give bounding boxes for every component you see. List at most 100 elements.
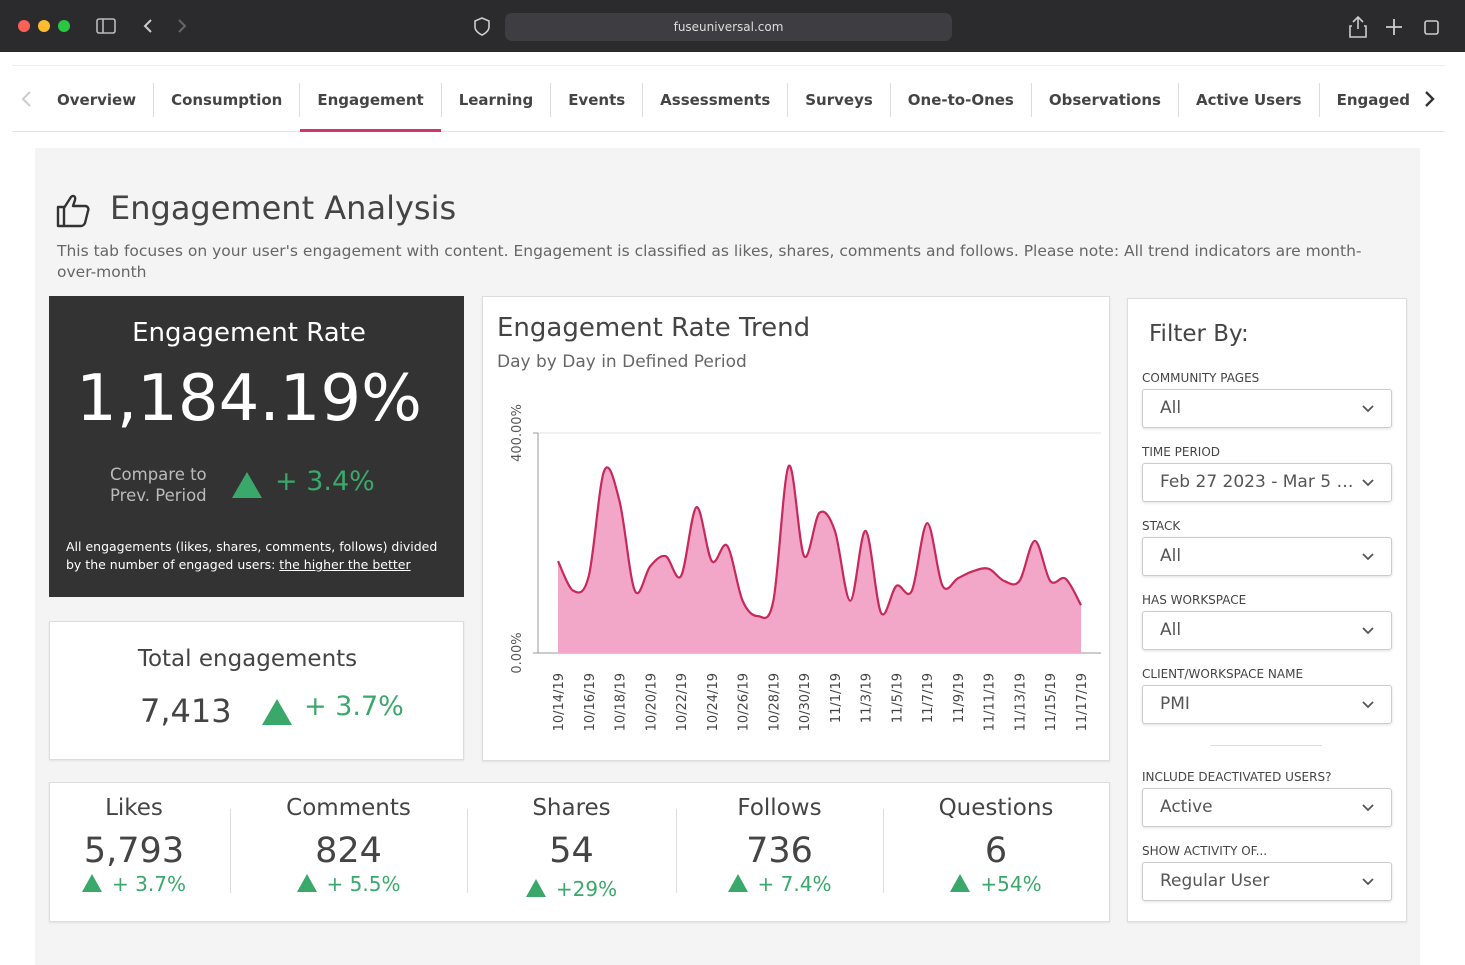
tabs-left-arrow[interactable] bbox=[20, 90, 34, 108]
tab[interactable]: Engaged Users Overview bbox=[1320, 83, 1416, 117]
change-text: +29% bbox=[555, 877, 618, 901]
filter-select[interactable]: Active bbox=[1142, 788, 1392, 827]
x-tick-label: 11/17/19 bbox=[1075, 673, 1090, 731]
separator bbox=[467, 809, 468, 893]
share-button[interactable] bbox=[1349, 15, 1367, 38]
trend-up bbox=[296, 874, 317, 892]
total-change: + 3.7% bbox=[304, 691, 404, 722]
zoom-button[interactable] bbox=[58, 20, 70, 32]
x-tick-label: 11/7/19 bbox=[921, 673, 936, 723]
tabs-button[interactable] bbox=[1424, 20, 1439, 35]
filter-label: INCLUDE DEACTIVATED USERS? bbox=[1142, 770, 1332, 784]
x-tick-label: 10/14/19 bbox=[552, 673, 567, 731]
tab[interactable]: Overview bbox=[40, 83, 155, 117]
close-button[interactable] bbox=[18, 20, 30, 32]
y-tick-label: 400.00% bbox=[510, 404, 525, 462]
separator bbox=[883, 809, 884, 893]
separator bbox=[230, 809, 231, 893]
change-text: +54% bbox=[980, 872, 1042, 896]
chevron-path bbox=[1362, 553, 1374, 561]
tab[interactable]: Assessments bbox=[643, 83, 789, 117]
window-icons bbox=[1349, 15, 1439, 38]
x-tick-label: 10/16/19 bbox=[583, 673, 598, 731]
x-tick-label: 10/24/19 bbox=[706, 673, 721, 731]
metrics-card: Likes 5,793 + 3.7% Comments 824 + 5.5% Shares 5… bbox=[49, 782, 1110, 922]
metric: Likes 5,793 + 3.7% bbox=[50, 783, 218, 923]
address-bar[interactable]: fuseuniversal.com bbox=[505, 13, 952, 41]
metric-value: 5,793 bbox=[83, 831, 185, 871]
chevron-path bbox=[1362, 701, 1374, 709]
nav-icons bbox=[96, 18, 187, 34]
y-tick-label: 0.00% bbox=[510, 632, 525, 673]
filter-select[interactable]: PMI bbox=[1142, 685, 1392, 724]
compare-line: Compare to bbox=[110, 465, 207, 484]
change-text: + 3.7% bbox=[112, 872, 186, 896]
filter-select[interactable]: Feb 27 2023 - Mar 5 … bbox=[1142, 463, 1392, 502]
filter-select[interactable]: All bbox=[1142, 537, 1392, 576]
new-tab-button[interactable] bbox=[1386, 19, 1402, 35]
chart-subtitle: Day by Day in Defined Period bbox=[497, 352, 747, 372]
chevron bbox=[1362, 553, 1374, 561]
forward-button[interactable] bbox=[178, 19, 187, 33]
chevron bbox=[1362, 479, 1374, 487]
browser-toolbar: fuseuniversal.com bbox=[0, 0, 1465, 52]
chart: 0.00% 400.00% 10/14/19 10/16/19 10/18/19 10/2… bbox=[510, 404, 1101, 731]
x-tick-label: 11/1/19 bbox=[829, 673, 844, 723]
trend-up bbox=[232, 472, 262, 498]
area-line bbox=[557, 464, 1082, 619]
trend-up bbox=[82, 874, 103, 892]
chevron-path bbox=[1362, 479, 1374, 487]
metric-change: + 5.5% bbox=[230, 872, 467, 896]
filter-label: CLIENT/WORKSPACE NAME bbox=[1142, 667, 1304, 681]
x-tick-label: 10/30/19 bbox=[798, 673, 813, 731]
tab[interactable]: Consumption bbox=[154, 83, 301, 117]
minimize-button[interactable] bbox=[38, 20, 50, 32]
filter-label: COMMUNITY PAGES bbox=[1142, 371, 1260, 385]
tab-bar: Overview Consumption Engagement Learning Eve… bbox=[12, 65, 1445, 132]
tab-list: Overview Consumption Engagement Learning Eve… bbox=[40, 66, 1416, 132]
filter-label: TIME PERIOD bbox=[1142, 445, 1220, 459]
metric: Shares 54 +29% bbox=[467, 783, 676, 923]
filter-select[interactable]: All bbox=[1142, 611, 1392, 650]
filter-select[interactable]: Regular User bbox=[1142, 862, 1392, 901]
tab[interactable]: Observations bbox=[1032, 83, 1179, 117]
note-link[interactable]: the higher the better bbox=[279, 557, 411, 572]
page-title: Engagement Analysis bbox=[110, 189, 457, 227]
rate-note: All engagements (likes, shares, comments… bbox=[66, 538, 446, 574]
filter-value: All bbox=[1160, 620, 1182, 640]
filter-divider bbox=[1210, 745, 1322, 746]
x-tick-label: 11/9/19 bbox=[952, 673, 967, 723]
total-card: Total engagements 7,413 + 3.7% bbox=[49, 621, 464, 760]
tab[interactable]: One-to-Ones bbox=[891, 83, 1032, 117]
tabs-right-arrow[interactable] bbox=[1422, 90, 1436, 108]
filter-value: PMI bbox=[1160, 694, 1190, 714]
back-button[interactable] bbox=[143, 19, 152, 33]
filter-value: Regular User bbox=[1160, 871, 1270, 891]
metric-label: Follows bbox=[737, 795, 822, 821]
x-tick-label: 10/18/19 bbox=[614, 673, 629, 731]
url-text: fuseuniversal.com bbox=[673, 20, 784, 34]
filter-value: All bbox=[1160, 398, 1182, 418]
tab[interactable]: Active Users bbox=[1179, 83, 1320, 117]
compare-line: Prev. Period bbox=[110, 486, 207, 505]
metric-value: 54 bbox=[549, 831, 594, 871]
change-text: + 7.4% bbox=[757, 872, 832, 896]
filter-value: Feb 27 2023 - Mar 5 … bbox=[1160, 472, 1354, 492]
chevron bbox=[1362, 405, 1374, 413]
metric-label: Questions bbox=[938, 795, 1054, 821]
tab[interactable]: Surveys bbox=[788, 83, 891, 117]
chevron-path bbox=[1362, 627, 1374, 635]
metric-value: 736 bbox=[746, 831, 813, 871]
note-text: All engagements (likes, shares, comments… bbox=[66, 539, 438, 572]
tab[interactable]: Learning bbox=[442, 83, 552, 117]
change-text: + 5.5% bbox=[326, 872, 401, 896]
tab[interactable]: Events bbox=[551, 83, 644, 117]
metric-label: Comments bbox=[286, 795, 411, 821]
filter-select[interactable]: All bbox=[1142, 389, 1392, 428]
area bbox=[558, 465, 1081, 653]
sidebar-icon[interactable] bbox=[96, 18, 116, 34]
tab[interactable]: Engagement bbox=[300, 83, 442, 132]
total-title: Total engagements bbox=[137, 646, 358, 672]
x-tick-label: 10/22/19 bbox=[675, 673, 690, 731]
filter-value: All bbox=[1160, 546, 1182, 566]
